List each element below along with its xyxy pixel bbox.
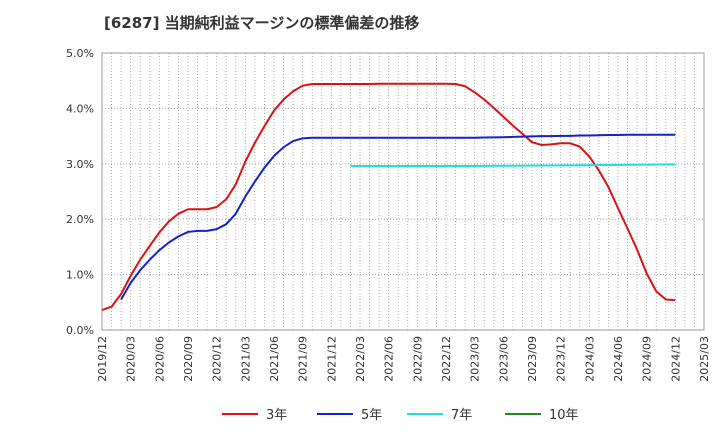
x-tick-label: 2022/06 — [383, 336, 396, 382]
x-tick-label: 2023/06 — [497, 336, 510, 382]
series-line-7年 — [350, 163, 676, 168]
legend-label: 5年 — [361, 408, 382, 423]
y-axis-ticks: 0.0% 1.0% 2.0% 3.0% 4.0% 5.0% — [66, 47, 94, 337]
series-lines — [101, 82, 676, 312]
x-tick-label: 2019/12 — [96, 336, 109, 382]
series-line-3年 — [101, 82, 676, 312]
x-tick-label: 2025/03 — [698, 336, 711, 382]
series-line-5年 — [120, 133, 676, 301]
x-tick-label: 2023/09 — [526, 336, 539, 382]
x-tick-label: 2021/06 — [268, 336, 281, 382]
legend-label: 7年 — [451, 408, 472, 423]
x-tick-label: 2023/03 — [469, 336, 482, 382]
x-tick-label: 2024/03 — [583, 336, 596, 382]
plot-area — [101, 52, 705, 331]
x-tick-label: 2020/12 — [211, 336, 224, 382]
legend-label: 10年 — [549, 408, 579, 423]
x-tick-label: 2024/09 — [641, 336, 654, 382]
x-tick-label: 2024/12 — [669, 336, 682, 382]
grid-lines — [102, 53, 704, 330]
x-tick-label: 2022/09 — [411, 336, 424, 382]
x-tick-label: 2022/12 — [440, 336, 453, 382]
x-tick-label: 2020/09 — [182, 336, 195, 382]
y-tick-label: 4.0% — [66, 102, 94, 115]
y-tick-label: 5.0% — [66, 47, 94, 60]
legend-label: 3年 — [266, 408, 287, 423]
chart-title: [6287] 当期純利益マージンの標準偏差の推移 — [104, 14, 420, 32]
x-axis-ticks: 2019/12 2020/03 2020/06 2020/09 2020/12 2021/… — [96, 336, 711, 382]
x-tick-label: 2020/06 — [153, 336, 166, 382]
x-tick-label: 2022/03 — [354, 336, 367, 382]
x-tick-label: 2020/03 — [125, 336, 138, 382]
x-tick-label: 2021/12 — [325, 336, 338, 382]
y-tick-label: 1.0% — [66, 269, 94, 282]
y-tick-label: 2.0% — [66, 213, 94, 226]
x-tick-label: 2021/03 — [239, 336, 252, 382]
legend: 3年 5年 7年 10年 — [222, 408, 579, 423]
x-tick-label: 2021/09 — [297, 336, 310, 382]
x-tick-label: 2023/12 — [555, 336, 568, 382]
x-tick-label: 2024/06 — [612, 336, 625, 382]
y-tick-label: 3.0% — [66, 158, 94, 171]
y-tick-label: 0.0% — [66, 324, 94, 337]
